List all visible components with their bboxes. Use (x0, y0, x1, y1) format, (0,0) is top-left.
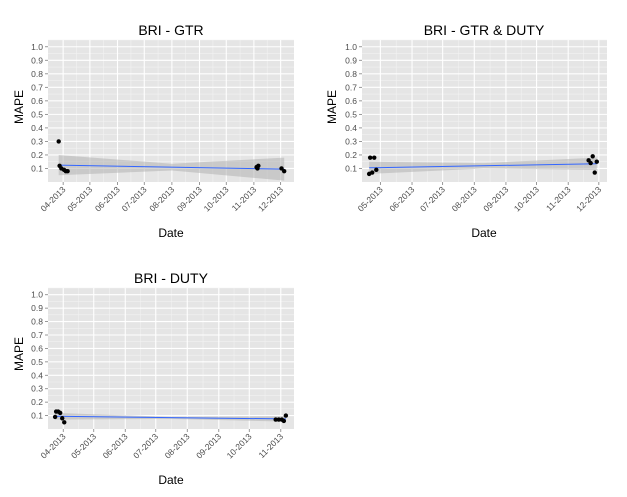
y-tick-label: 0.1 (345, 163, 357, 173)
y-tick-label: 0.6 (31, 343, 43, 353)
y-tick-label: 0.9 (345, 55, 357, 65)
data-point (283, 413, 289, 418)
x-tick-label: 09-2013 (481, 184, 510, 213)
x-tick-label: 04-2013 (39, 431, 68, 460)
y-tick-label: 0.3 (345, 136, 357, 146)
x-tick-label: 11-2013 (257, 431, 286, 460)
x-tick-label: 05-2013 (65, 184, 94, 213)
data-point (370, 170, 375, 175)
y-axis-title: MAPE (12, 337, 26, 371)
x-tick-label: 06-2013 (93, 184, 122, 213)
chart-panel-gtr: 0.1 0.2 0.3 0.4 0.5 0.6 0.7 0.8 0.9 1.0 04-201305-… (12, 22, 294, 240)
y-tick-label: 1.0 (31, 290, 43, 300)
y-tick-label: 0.2 (31, 150, 43, 160)
plot-background (362, 40, 607, 182)
x-tick-label: 05-2013 (69, 431, 98, 460)
y-tick-label: 0.4 (345, 123, 357, 133)
y-tick-label: 0.2 (345, 150, 357, 160)
data-point (594, 159, 599, 164)
x-tick-label: 10-2013 (202, 184, 231, 213)
x-axis-title: Date (158, 473, 184, 487)
x-tick-label: 08-2013 (163, 431, 192, 460)
y-tick-label: 1.0 (345, 42, 357, 52)
y-tick-label: 1.0 (31, 42, 43, 52)
data-point (281, 418, 287, 424)
data-point (592, 170, 597, 175)
x-tick-label: 07-2013 (418, 184, 447, 213)
chart-panel-gtr-duty: 0.1 0.2 0.3 0.4 0.5 0.6 0.7 0.8 0.9 1.0 05-2013 06-… (325, 22, 607, 240)
x-tick-label: 10-2013 (512, 184, 541, 213)
chart-title: BRI - GTR (138, 22, 203, 38)
x-tick-label: 09-2013 (175, 184, 204, 213)
data-point (281, 168, 287, 174)
x-tick-label: 12-2013 (256, 184, 285, 213)
data-point (62, 420, 67, 425)
x-axis-title: Date (471, 226, 497, 240)
y-tick-label: 0.3 (31, 136, 43, 146)
data-point (367, 155, 373, 160)
x-tick-label: 10-2013 (225, 431, 254, 460)
y-tick-label: 0.7 (31, 82, 43, 92)
y-tick-label: 0.5 (345, 109, 357, 119)
data-point (372, 155, 377, 160)
data-point (65, 168, 70, 174)
y-tick-label: 0.9 (31, 55, 43, 65)
x-tick-label: 06-2013 (387, 184, 416, 213)
y-tick-label: 0.7 (345, 82, 357, 92)
plot-background (48, 288, 294, 429)
y-tick-label: 0.5 (31, 109, 43, 119)
x-tick-label: 11-2013 (544, 184, 573, 213)
y-tick-label: 0.1 (31, 163, 43, 173)
y-tick-label: 0.3 (31, 384, 43, 394)
y-tick-label: 0.5 (31, 357, 43, 367)
y-tick-label: 0.6 (31, 96, 43, 106)
data-point (588, 160, 593, 166)
x-tick-label: 08-2013 (147, 184, 176, 213)
x-tick-label: 04-2013 (38, 184, 67, 213)
trend-line (58, 164, 285, 170)
data-point (374, 167, 379, 173)
data-point (273, 417, 278, 422)
confidence-band (58, 154, 285, 181)
x-tick-label: 05-2013 (356, 184, 385, 213)
data-point (256, 163, 261, 168)
y-tick-label: 0.9 (31, 303, 43, 313)
trend-line (369, 163, 597, 169)
chart-title: BRI - GTR & DUTY (424, 22, 545, 38)
x-tick-label: 08-2013 (450, 184, 479, 213)
x-tick-label: 12-2013 (574, 184, 603, 213)
x-tick-label: 11-2013 (230, 184, 259, 213)
data-point (279, 166, 284, 171)
y-tick-label: 0.8 (31, 69, 43, 79)
data-point (276, 417, 281, 422)
data-point (56, 139, 61, 144)
y-axis-title: MAPE (325, 90, 339, 124)
x-axis-title: Date (158, 226, 184, 240)
data-point (57, 410, 63, 416)
trend-line (55, 415, 286, 420)
x-tick-label: 09-2013 (194, 431, 223, 460)
x-tick-label: 06-2013 (101, 431, 130, 460)
y-tick-label: 0.1 (31, 411, 43, 421)
y-tick-label: 0.7 (31, 330, 43, 340)
data-point (590, 154, 595, 159)
y-tick-label: 0.4 (31, 123, 43, 133)
x-tick-label: 07-2013 (131, 431, 160, 460)
chart-panel-duty: 0.1 0.2 0.3 0.4 0.5 0.6 0.7 0.8 0.9 1.0 04-2013 05-… (12, 270, 294, 487)
data-point (60, 416, 65, 421)
y-tick-label: 0.6 (345, 96, 357, 106)
x-tick-label: 07-2013 (120, 184, 149, 213)
y-tick-label: 0.2 (31, 397, 43, 407)
y-axis-title: MAPE (12, 90, 26, 124)
y-tick-label: 0.8 (31, 317, 43, 327)
data-point (52, 414, 58, 420)
chart-title: BRI - DUTY (134, 270, 209, 286)
y-tick-label: 0.8 (345, 69, 357, 79)
y-tick-label: 0.4 (31, 370, 43, 380)
